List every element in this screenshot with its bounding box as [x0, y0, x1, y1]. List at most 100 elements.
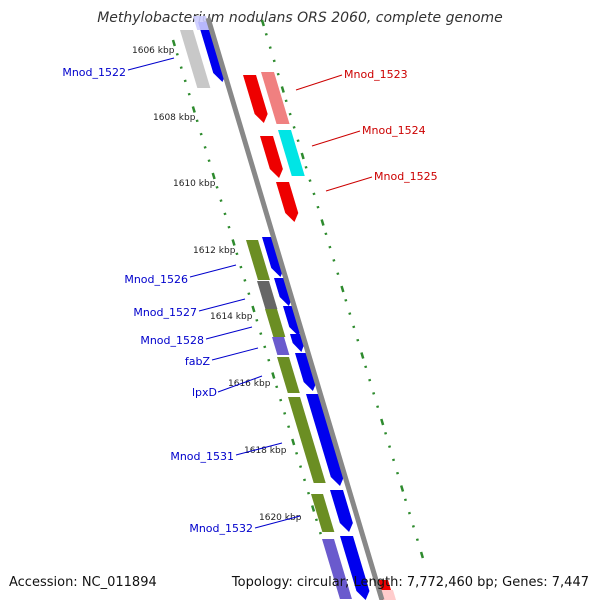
- left-minor-tick: [247, 292, 251, 296]
- right-minor-tick: [316, 205, 320, 209]
- cds-block-mnod-1523[interactable]: [243, 75, 268, 123]
- cog-block-next[interactable]: [322, 539, 352, 599]
- tick-track-left: [171, 39, 322, 535]
- left-major-tick: [310, 505, 316, 512]
- cog-block-mnod-1526[interactable]: [246, 240, 270, 280]
- right-minor-tick: [332, 259, 336, 262]
- cog-block-mnod-1531[interactable]: [288, 397, 326, 483]
- left-minor-tick: [199, 132, 203, 136]
- left-minor-tick: [187, 92, 191, 96]
- cds-block-bottom-light[interactable]: [380, 590, 397, 600]
- cds-block-mnod-1532[interactable]: [330, 490, 353, 532]
- right-minor-tick: [356, 338, 360, 342]
- right-minor-tick: [268, 46, 272, 49]
- right-minor-tick: [403, 498, 407, 502]
- gene-label-mnod-1531[interactable]: Mnod_1531: [170, 450, 234, 463]
- left-minor-tick: [215, 185, 219, 189]
- right-major-tick: [300, 152, 305, 160]
- left-minor-tick: [227, 225, 231, 229]
- left-minor-tick: [243, 279, 247, 282]
- right-minor-tick: [348, 312, 352, 315]
- left-major-tick: [251, 305, 256, 313]
- gene-label-mnod-1528[interactable]: Mnod_1528: [140, 334, 204, 347]
- right-minor-tick: [364, 365, 368, 369]
- right-minor-tick: [272, 59, 276, 63]
- cog-block-mnod-1523[interactable]: [261, 72, 290, 124]
- cds-block-mnod-1524[interactable]: [260, 136, 283, 178]
- right-minor-tick: [411, 525, 415, 528]
- gene-label-fabz[interactable]: fabZ: [185, 355, 211, 368]
- cog-block-mnod-1524[interactable]: [278, 130, 305, 176]
- cds-block-lpxd[interactable]: [295, 353, 317, 391]
- gene-labels-left: Mnod_1522 Mnod_1526 Mnod_1527 Mnod_1528 …: [62, 57, 301, 535]
- leader-mnod-1523: [295, 74, 343, 91]
- left-minor-tick: [259, 332, 263, 335]
- cds-block-mnod-1526[interactable]: [262, 237, 285, 277]
- right-minor-tick: [384, 431, 388, 435]
- cds-block-fabz[interactable]: [290, 334, 305, 352]
- scale-label-1612: 1612 kbp: [193, 246, 236, 256]
- gene-label-mnod-1532[interactable]: Mnod_1532: [189, 522, 253, 535]
- left-minor-tick: [287, 425, 291, 429]
- gene-label-mnod-1523[interactable]: Mnod_1523: [344, 68, 408, 81]
- right-minor-tick: [308, 179, 312, 182]
- left-major-tick: [171, 39, 176, 47]
- gene-label-lpxd[interactable]: lpxD: [192, 386, 217, 399]
- cds-block-mnod-1531[interactable]: [306, 394, 344, 486]
- leader-mnod-1525: [325, 176, 373, 192]
- left-minor-tick: [267, 358, 271, 362]
- right-minor-tick: [368, 378, 372, 382]
- gene-label-mnod-1522[interactable]: Mnod_1522: [62, 66, 126, 79]
- left-minor-tick: [314, 518, 318, 522]
- right-minor-tick: [396, 471, 400, 475]
- map-title: Methylobacterium nodulans ORS 2060, comp…: [97, 10, 503, 26]
- gene-label-mnod-1524[interactable]: Mnod_1524: [362, 124, 426, 137]
- right-major-tick: [380, 418, 385, 426]
- right-minor-tick: [407, 511, 411, 515]
- right-minor-tick: [312, 192, 316, 196]
- left-minor-tick: [175, 52, 179, 56]
- leader-mnod-1528: [205, 326, 253, 340]
- genome-summary-text: Topology: circular; Length: 7,772,460 bp…: [231, 575, 589, 590]
- left-minor-tick: [235, 252, 239, 256]
- cog-block-lpxd[interactable]: [277, 357, 300, 393]
- gene-label-mnod-1526[interactable]: Mnod_1526: [124, 273, 188, 286]
- right-minor-tick: [328, 245, 332, 249]
- right-minor-tick: [324, 232, 328, 236]
- left-minor-tick: [299, 465, 303, 468]
- leader-mnod-1524: [311, 130, 361, 147]
- cog-block-mnod-1528[interactable]: [265, 309, 286, 337]
- cds-block-mnod-1525[interactable]: [276, 182, 299, 222]
- cog-block-mnod-1532[interactable]: [311, 494, 335, 532]
- right-minor-tick: [264, 32, 268, 36]
- left-minor-tick: [283, 412, 287, 415]
- gene-label-mnod-1525[interactable]: Mnod_1525: [374, 170, 438, 183]
- scale-label-1610: 1610 kbp: [173, 179, 216, 189]
- right-minor-tick: [288, 112, 292, 116]
- left-major-tick: [291, 438, 296, 446]
- cog-block-mnod-1522[interactable]: [180, 30, 211, 88]
- right-minor-tick: [296, 139, 300, 143]
- scale-label-1606: 1606 kbp: [132, 46, 175, 56]
- accession-text: Accession: NC_011894: [9, 575, 157, 590]
- right-major-tick: [399, 485, 405, 492]
- left-minor-tick: [303, 478, 307, 482]
- scale-label-1620: 1620 kbp: [259, 513, 302, 523]
- right-minor-tick: [292, 126, 296, 129]
- right-major-tick: [320, 219, 325, 226]
- leader-fabz: [211, 347, 259, 361]
- cog-block-mnod-1527[interactable]: [257, 281, 278, 309]
- cog-block-fabz[interactable]: [272, 337, 290, 355]
- cds-block-mnod-1522[interactable]: [198, 22, 227, 82]
- leader-mnod-1522: [127, 57, 175, 71]
- left-minor-tick: [279, 398, 283, 402]
- gene-label-mnod-1527[interactable]: Mnod_1527: [133, 306, 197, 319]
- cds-block-next[interactable]: [340, 536, 370, 600]
- right-minor-tick: [352, 325, 356, 329]
- right-minor-tick: [304, 165, 308, 169]
- right-minor-tick: [284, 99, 288, 103]
- left-minor-tick: [295, 451, 299, 455]
- right-major-tick: [340, 285, 345, 293]
- right-major-tick: [260, 19, 265, 27]
